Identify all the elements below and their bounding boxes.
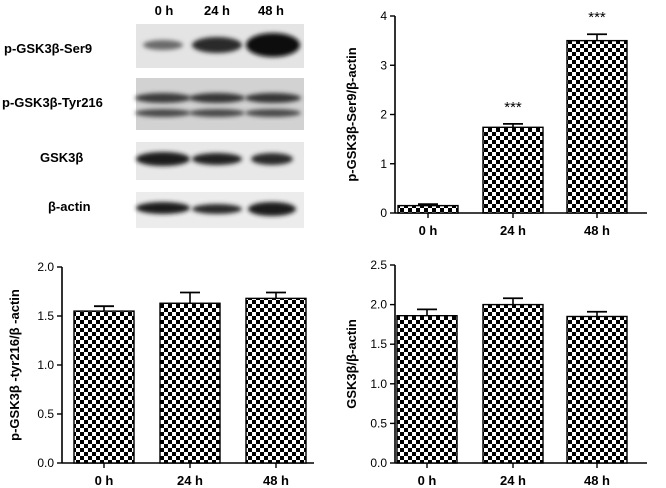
row-labels: p-GSK3β-Ser9 p-GSK3β-Tyr216 GSK3β β-acti… [2,41,103,214]
row-label-gsk3b: GSK3β [40,150,83,165]
blot-strip-gsk3b [136,142,304,180]
y-tick-label: 0.5 [37,407,54,421]
y-tick-label: 2.0 [370,298,387,312]
blot-band [192,37,242,53]
y-tick-label: 1.5 [37,309,54,323]
bar [159,302,221,464]
y-tick-label: 2 [380,108,387,122]
lane-label: 24 h [204,3,230,18]
y-tick-label: 0.0 [370,456,387,470]
y-tick-label: 0.0 [37,456,54,470]
y-tick-label: 4 [380,9,387,23]
blot-band [189,109,245,117]
x-tick-label: 0 h [419,223,438,238]
x-tick-label: 24 h [177,473,203,488]
bar [482,303,544,464]
x-tick-label: 48 h [584,223,610,238]
blot-band [248,202,296,216]
blot-band [245,93,301,103]
y-tick-label: 2.5 [370,258,387,272]
bar [482,126,544,214]
y-tick-label: 1.5 [370,337,387,351]
bar [566,315,628,464]
blot-strip-beta-actin [136,192,304,228]
y-tick-label: 1 [380,157,387,171]
x-tick-label: 48 h [263,473,289,488]
blot-band [136,152,190,166]
blot-band [245,109,301,117]
chart-gsk3b: 0.0 0.5 1.0 1.5 2.0 2.5 GSK3β/β-actin 0 h 24 h 48… [344,258,647,488]
blot-band [192,204,242,214]
blot-band [135,109,191,117]
lane-labels: 0 h 24 h 48 h [155,3,284,18]
y-tick-label: 2.0 [37,260,54,274]
significance-marker: *** [588,9,606,26]
y-tick-label: 0.5 [370,416,387,430]
x-tick-label: 48 h [584,473,610,488]
blot-band [251,153,293,165]
bar [73,310,135,464]
blot-strip-tyr216 [135,78,304,130]
y-tick-label: 1.0 [370,377,387,391]
lane-label: 48 h [258,3,284,18]
bar [566,39,628,214]
y-axis-label: p-GSK3β -tyr216/β -actin [7,289,22,441]
y-axis-label: p-GSK3β-Ser9/β-actin [344,47,359,181]
western-blot-panel: 0 h 24 h 48 h p-GSK3β-Ser9 p-GSK3β-Tyr21… [2,3,304,228]
blot-band [246,33,300,57]
y-axis-label: GSK3β/β-actin [344,319,359,409]
significance-marker: *** [504,99,522,116]
x-tick-label: 24 h [500,223,526,238]
lane-label: 0 h [155,3,174,18]
x-tick-label: 24 h [500,473,526,488]
y-tick-label: 3 [380,58,387,72]
blot-band [192,153,242,165]
blot-band [189,93,245,103]
bar [396,314,458,464]
row-label-p-gsk3b-ser9: p-GSK3β-Ser9 [4,41,92,56]
chart-p-gsk3b-tyr216: 0.0 0.5 1.0 1.5 2.0 p-GSK3β -tyr216/β -actin 0… [7,260,314,488]
blot-band [136,202,190,214]
y-tick-label: 0 [380,206,387,220]
bar [397,204,459,214]
x-tick-label: 0 h [418,473,437,488]
chart-p-gsk3b-ser9: 0 1 2 3 4 p-GSK3β-Ser9/β-actin 0 h *** 24 h *** 48… [344,9,647,238]
blot-band [143,40,183,50]
blot-band [135,93,191,103]
row-label-beta-actin: β-actin [48,199,91,214]
x-tick-label: 0 h [95,473,114,488]
bar [245,297,307,464]
blot-strip-ser9 [136,24,304,68]
row-label-p-gsk3b-tyr216: p-GSK3β-Tyr216 [2,95,103,110]
y-tick-label: 1.0 [37,358,54,372]
